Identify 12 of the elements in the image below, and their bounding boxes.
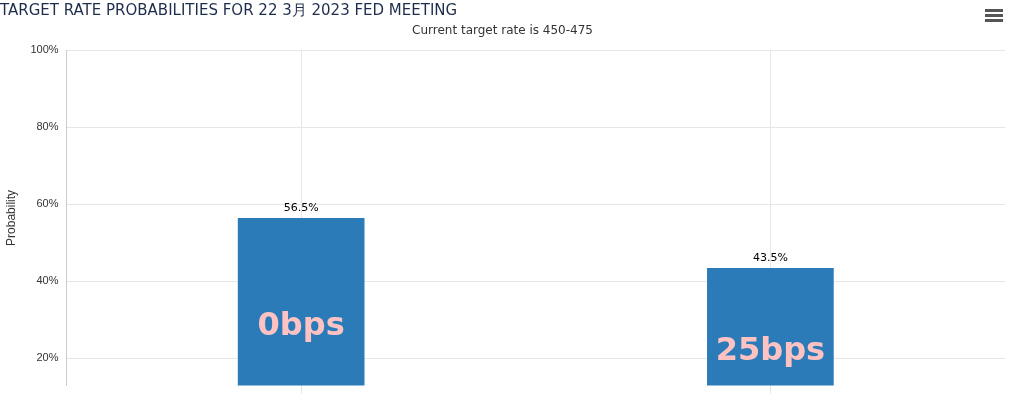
y-tick-label: 100%	[30, 43, 59, 56]
annotation: 25bps	[715, 330, 826, 369]
data-label: 43.5%	[752, 251, 788, 265]
y-tick-label: 80%	[36, 120, 59, 133]
y-tick-label: 60%	[36, 197, 59, 210]
y-tick-label: 20%	[36, 351, 59, 364]
annotation: 0bps	[257, 304, 345, 343]
data-label: 56.5%	[283, 201, 319, 215]
y-axis-title: Probability	[3, 189, 18, 246]
chart-title: TARGET RATE PROBABILITIES FOR 22 3月 2023 FED MEETING	[0, 0, 458, 19]
chart-subtitle: Current target rate is 450-475	[412, 23, 593, 38]
y-tick-label: 40%	[36, 274, 59, 287]
